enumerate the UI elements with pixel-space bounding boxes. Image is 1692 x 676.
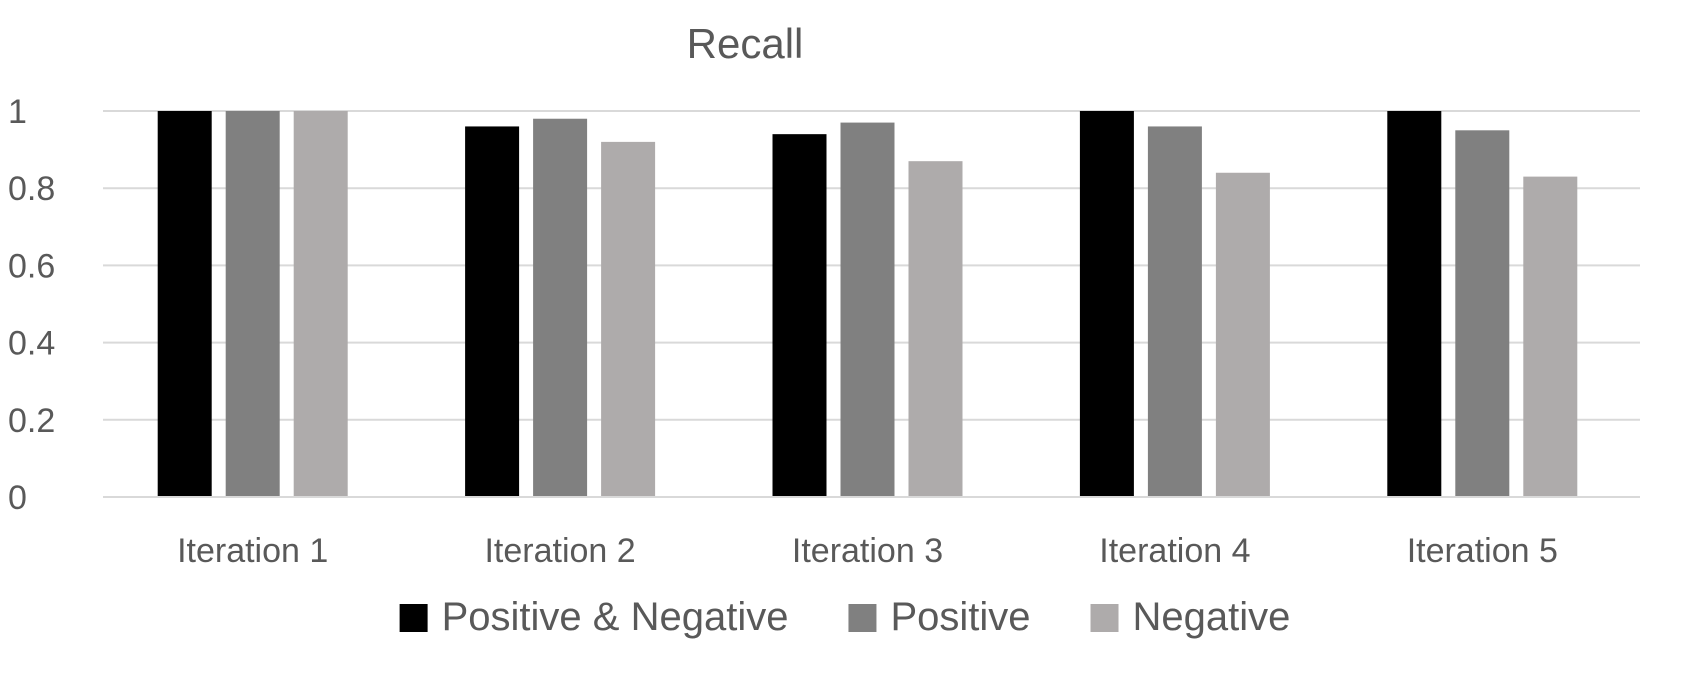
legend-label: Positive [890, 595, 1030, 639]
bars [157, 111, 1578, 498]
y-tick-label: 0.4 [8, 325, 55, 363]
chart-title: Recall [687, 20, 804, 67]
x-tick-label: Iteration 2 [484, 532, 635, 570]
y-tick-label: 0.8 [8, 170, 55, 208]
bar-1-2 [601, 141, 656, 497]
legend-label: Negative [1133, 595, 1291, 639]
legend: Positive & Negative Positive Negative [399, 595, 1291, 639]
bar-0-1 [225, 111, 280, 497]
bar-3-1 [1147, 126, 1202, 497]
bar-4-0 [1387, 111, 1442, 497]
bar-0-0 [157, 111, 212, 497]
legend-item: Positive & Negative [399, 595, 789, 639]
legend-swatch [1090, 604, 1119, 632]
x-tick-label: Iteration 1 [177, 532, 328, 570]
legend-swatch [848, 604, 877, 632]
bar-2-0 [772, 134, 827, 497]
x-tick-label: Iteration 4 [1099, 532, 1250, 570]
y-axis-tick-labels: 0 0.2 0.4 0.6 0.8 1 [8, 93, 55, 517]
bar-3-0 [1079, 111, 1134, 497]
legend-label: Positive & Negative [442, 595, 789, 639]
x-tick-label: Iteration 5 [1407, 532, 1558, 570]
x-axis-tick-labels: Iteration 1 Iteration 2 Iteration 3 Iterati… [177, 532, 1558, 570]
bar-2-2 [908, 161, 963, 497]
legend-item: Negative [1090, 595, 1291, 639]
bar-3-2 [1215, 172, 1270, 497]
bar-1-1 [533, 118, 588, 497]
x-tick-label: Iteration 3 [792, 532, 943, 570]
y-tick-label: 0 [8, 479, 27, 517]
bar-2-1 [840, 122, 895, 497]
y-tick-label: 0.2 [8, 402, 55, 440]
bar-4-1 [1455, 130, 1510, 498]
y-tick-label: 0.6 [8, 247, 55, 285]
bar-4-2 [1523, 176, 1578, 497]
y-tick-label: 1 [8, 93, 27, 131]
legend-item: Positive [848, 595, 1031, 639]
legend-swatch [399, 604, 428, 632]
bar-0-2 [293, 111, 348, 497]
bar-1-0 [465, 126, 520, 497]
